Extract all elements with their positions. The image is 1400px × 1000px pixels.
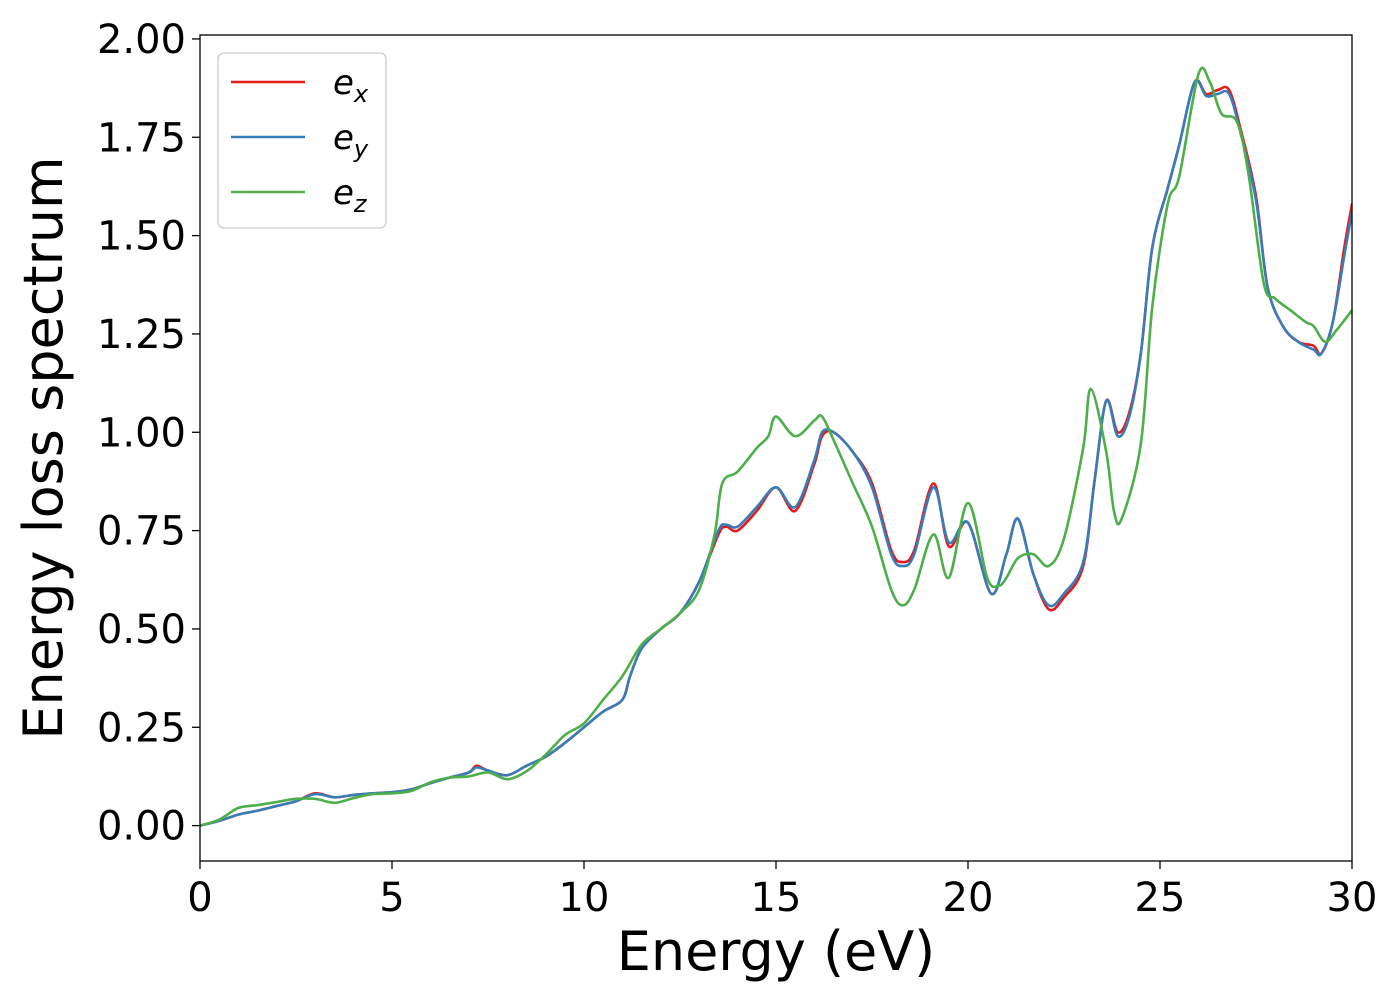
series-layer [200, 66, 1352, 827]
y-tick-label: 0.25 [97, 705, 186, 751]
legend: ex ey ez [217, 52, 387, 229]
y-axis-title: Energy loss spectrum [12, 156, 75, 739]
legend-label-e-z: ez [333, 173, 368, 218]
legend-label-e-x: ex [333, 63, 369, 108]
x-tick-label: 30 [1327, 875, 1378, 921]
x-tick-label: 20 [943, 875, 994, 921]
y-tick-label: 2.00 [97, 17, 186, 63]
x-axis: 0 5 10 15 20 25 30 [187, 861, 1377, 921]
y-tick-label: 1.75 [97, 115, 186, 161]
x-tick-label: 10 [559, 875, 610, 921]
y-tick-label: 1.25 [97, 312, 186, 358]
x-tick-label: 5 [379, 875, 404, 921]
series-line-e-z [200, 66, 1352, 827]
y-axis: 0.00 0.25 0.50 0.75 1.00 1.25 1.50 1.75 2.00 [97, 17, 200, 850]
y-tick-label: 0.50 [97, 607, 186, 653]
legend-label-e-y: ey [333, 118, 369, 163]
y-tick-label: 1.50 [97, 214, 186, 260]
x-tick-label: 15 [751, 875, 802, 921]
x-tick-label: 0 [187, 875, 212, 921]
x-axis-title: Energy (eV) [617, 920, 936, 983]
y-tick-label: 0.75 [97, 509, 186, 555]
y-tick-label: 1.00 [97, 410, 186, 456]
legend-box [217, 52, 387, 229]
y-tick-label: 0.00 [97, 804, 186, 850]
x-tick-label: 25 [1135, 875, 1186, 921]
